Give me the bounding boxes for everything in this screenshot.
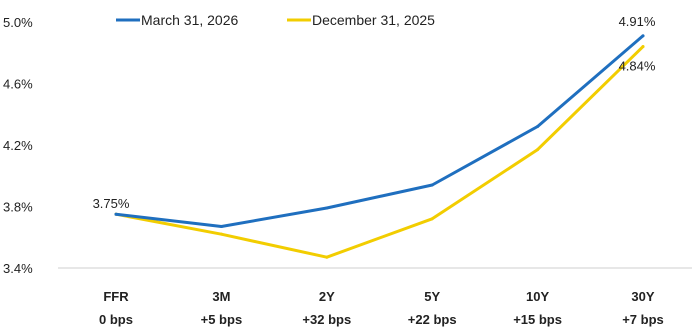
x-tick-label: FFR: [103, 289, 129, 304]
data-label: 4.84%: [619, 59, 656, 74]
x-tick-change-label: +15 bps: [513, 312, 562, 327]
legend-label: March 31, 2026: [141, 12, 238, 28]
y-tick-label: 5.0%: [3, 15, 33, 30]
x-tick-label: 30Y: [631, 289, 654, 304]
data-point: [536, 125, 540, 129]
data-point: [219, 224, 223, 228]
x-tick-label: 3M: [212, 289, 230, 304]
series-layer: [114, 34, 645, 259]
x-tick-label: 2Y: [319, 289, 335, 304]
data-point: [641, 45, 645, 49]
series-line-0: [114, 34, 645, 228]
data-point: [325, 206, 329, 210]
x-tick-change-label: +7 bps: [622, 312, 664, 327]
y-tick-label: 4.2%: [3, 138, 33, 153]
data-point: [536, 148, 540, 152]
series-line-1: [114, 45, 645, 259]
x-tick-change-label: 0 bps: [99, 312, 133, 327]
data-point: [430, 217, 434, 221]
axis-layer: 3.4% 3.8% 4.2% 4.6% 5.0% FFR 0 bps 3M +5 bps 2Y +3…: [3, 15, 692, 327]
legend-label: December 31, 2025: [312, 12, 435, 28]
data-point: [641, 34, 645, 38]
legend: March 31, 2026 December 31, 2025: [116, 12, 435, 28]
x-tick-change-label: +32 bps: [302, 312, 351, 327]
y-tick-label: 3.4%: [3, 261, 33, 276]
x-tick-change-label: +5 bps: [201, 312, 243, 327]
label-layer: 3.75% 4.91% 4.84%: [93, 14, 656, 211]
x-tick-label: 5Y: [424, 289, 440, 304]
data-label: 3.75%: [93, 196, 130, 211]
x-tick-label: 10Y: [526, 289, 549, 304]
data-point: [219, 232, 223, 236]
data-point: [430, 183, 434, 187]
y-tick-label: 3.8%: [3, 200, 33, 215]
data-point: [325, 255, 329, 259]
data-label: 4.91%: [619, 14, 656, 29]
y-tick-label: 4.6%: [3, 77, 33, 92]
data-point: [114, 212, 118, 216]
x-tick-change-label: +22 bps: [408, 312, 457, 327]
